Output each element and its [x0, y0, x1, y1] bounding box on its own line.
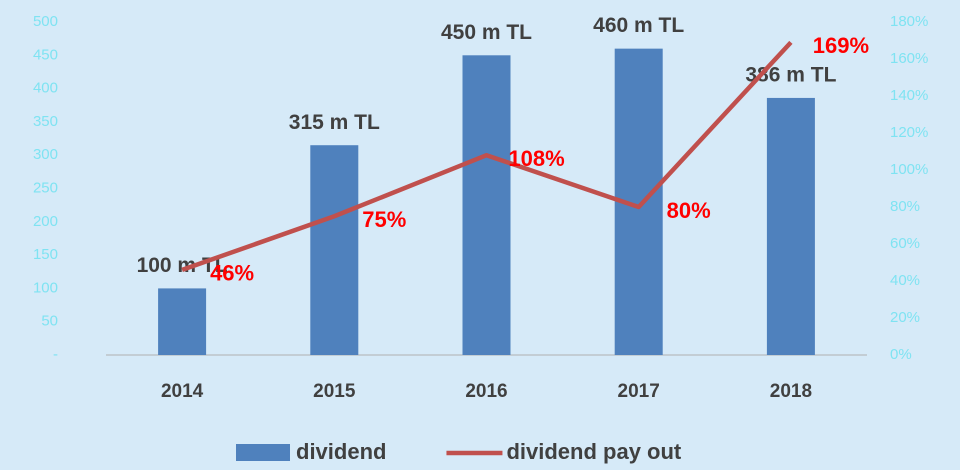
y2-tick-label: 40% [890, 272, 920, 289]
y2-tick-label: 120% [890, 124, 928, 141]
legend-label: dividend pay out [506, 439, 681, 464]
x-tick-label: 2018 [770, 381, 812, 402]
y2-tick-label: 60% [890, 235, 920, 252]
y-tick-label: 350 [33, 113, 58, 130]
legend-swatch [236, 444, 290, 461]
y2-tick-label: 160% [890, 50, 928, 67]
bar-label: 460 m TL [593, 14, 684, 37]
legend-label: dividend [296, 439, 386, 464]
bar-label: 450 m TL [441, 21, 532, 44]
bar [462, 55, 511, 356]
line-label: 75% [362, 207, 406, 232]
y-tick-label: - [53, 346, 58, 363]
line-label: 46% [210, 261, 254, 286]
y2-tick-label: 20% [890, 309, 920, 326]
line-label: 108% [508, 146, 564, 171]
bar [310, 145, 359, 355]
line-label: 80% [667, 198, 711, 223]
y-tick-label: 50 [41, 313, 58, 330]
y2-tick-label: 80% [890, 198, 920, 215]
bar [158, 288, 207, 355]
x-tick-label: 2015 [313, 381, 356, 402]
y-tick-label: 450 [33, 46, 58, 63]
y-tick-label: 150 [33, 246, 58, 263]
line-label: 169% [813, 33, 869, 58]
y2-tick-label: 140% [890, 87, 928, 104]
y-tick-label: 250 [33, 179, 58, 196]
bar [766, 97, 815, 355]
y-tick-label: 200 [33, 213, 58, 230]
bar-label: 315 m TL [289, 111, 380, 134]
x-tick-label: 2016 [465, 381, 507, 402]
y-tick-label: 400 [33, 80, 58, 97]
x-tick-label: 2014 [161, 381, 204, 402]
y2-tick-label: 0% [890, 346, 912, 363]
x-tick-label: 2017 [618, 381, 660, 402]
y2-tick-label: 100% [890, 161, 928, 178]
line [181, 40, 793, 273]
y2-tick-label: 180% [890, 13, 928, 30]
y-tick-label: 300 [33, 146, 58, 163]
y-tick-label: 100 [33, 279, 58, 296]
y-tick-label: 500 [33, 13, 58, 30]
